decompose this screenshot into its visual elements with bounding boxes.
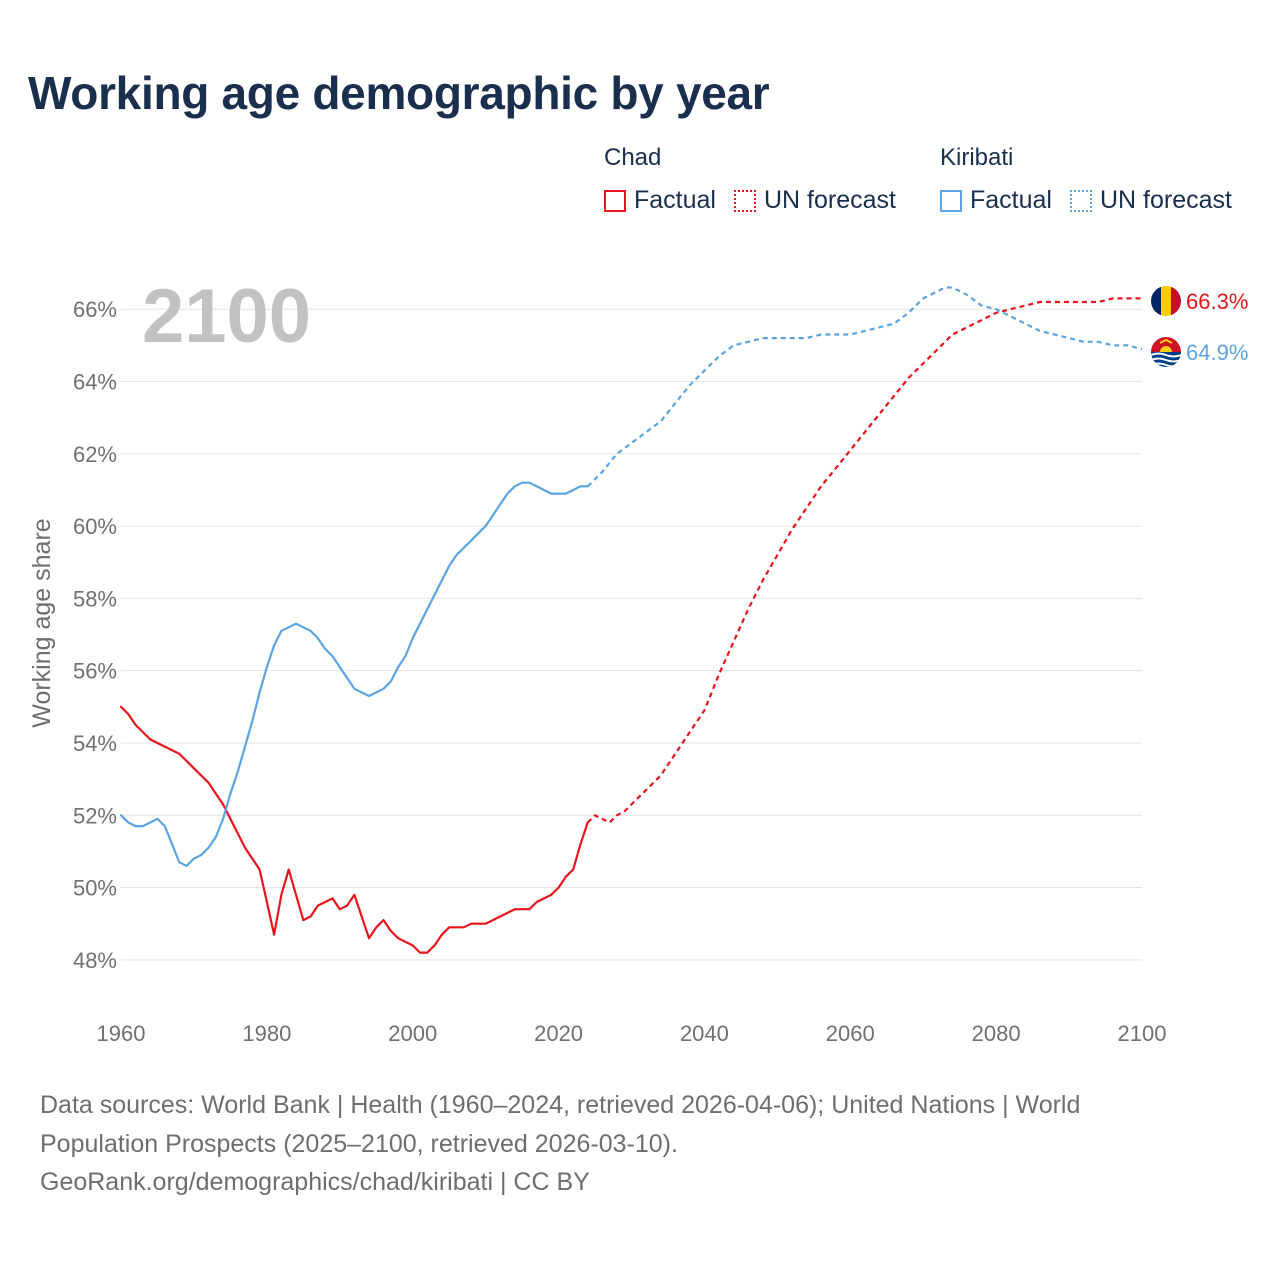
y-tick-label: 58% bbox=[73, 586, 117, 611]
legend-item-chad-forecast[interactable]: UN forecast bbox=[733, 186, 896, 215]
series-line-chad-factual bbox=[119, 705, 589, 954]
chart-title: Working age demographic by year bbox=[28, 67, 770, 119]
legend-label-chad-factual: Factual bbox=[634, 186, 716, 214]
x-tick-label: 1980 bbox=[242, 1021, 291, 1046]
legend-group-chad: Chad Factual UN forecast bbox=[604, 144, 914, 215]
y-tick-label: 54% bbox=[73, 731, 117, 756]
legend-group-kiribati: Kiribati Factual UN forecast bbox=[940, 144, 1250, 215]
flag-chad-icon bbox=[1151, 286, 1181, 316]
legend-title-chad: Chad bbox=[604, 144, 662, 171]
legend-swatch-kiribati-forecast bbox=[1069, 189, 1092, 212]
x-tick-label: 2100 bbox=[1118, 1021, 1167, 1046]
legend-title-kiribati: Kiribati bbox=[940, 144, 1014, 171]
y-tick-label: 56% bbox=[73, 659, 117, 684]
x-tick-label: 1960 bbox=[97, 1021, 146, 1046]
y-tick-label: 66% bbox=[73, 297, 117, 322]
x-tick-label: 2000 bbox=[388, 1021, 437, 1046]
y-tick-label: 50% bbox=[73, 876, 117, 901]
y-tick-label: 62% bbox=[73, 442, 117, 467]
series-line-kiribati-factual bbox=[119, 481, 589, 867]
y-tick-label: 60% bbox=[73, 514, 117, 539]
legend-label-kiribati-forecast: UN forecast bbox=[1099, 186, 1232, 214]
line-chart: 48% 50% 52% 54% 56% 58% 60% 62% 64% 66% 1960 1980 20… bbox=[28, 274, 1248, 1046]
footer-line-sources-cont: Population Prospects (2025–2100, retriev… bbox=[40, 1129, 678, 1158]
footer-line-link[interactable]: GeoRank.org/demographics/chad/kiribati |… bbox=[40, 1168, 590, 1196]
x-tick-label: 2080 bbox=[972, 1021, 1021, 1046]
x-tick-label: 2040 bbox=[680, 1021, 729, 1046]
x-tick-label: 2060 bbox=[826, 1021, 875, 1046]
legend-swatch-kiribati-factual bbox=[940, 189, 962, 212]
y-tick-label: 48% bbox=[73, 948, 117, 973]
series-line-kiribati-forecast bbox=[586, 286, 1143, 488]
legend-item-chad-factual[interactable]: Factual bbox=[604, 186, 716, 215]
end-label-chad: 66.3% bbox=[1186, 289, 1248, 314]
legend-swatch-chad-forecast bbox=[733, 189, 756, 212]
end-label-kiribati: 64.9% bbox=[1186, 340, 1248, 365]
y-tick-label: 64% bbox=[73, 370, 117, 395]
footer: Data sources: World Bank | Health (1960–… bbox=[40, 1086, 1240, 1202]
legend-label-chad-forecast: UN forecast bbox=[763, 186, 896, 214]
footer-line-sources: Data sources: World Bank | Health (1960–… bbox=[40, 1091, 1081, 1119]
legend-swatch-chad-factual bbox=[604, 189, 626, 212]
x-tick-label: 2020 bbox=[534, 1021, 583, 1046]
legend-item-kiribati-forecast[interactable]: UN forecast bbox=[1069, 186, 1232, 215]
y-tick-label: 52% bbox=[73, 803, 117, 828]
legend-label-kiribati-factual: Factual bbox=[970, 186, 1052, 214]
y-axis-title: Working age share bbox=[28, 518, 56, 727]
series-line-chad-forecast bbox=[586, 297, 1142, 824]
flag-kiribati-icon bbox=[1151, 337, 1181, 367]
legend-item-kiribati-factual[interactable]: Factual bbox=[940, 186, 1052, 215]
year-watermark: 2100 bbox=[142, 274, 311, 359]
